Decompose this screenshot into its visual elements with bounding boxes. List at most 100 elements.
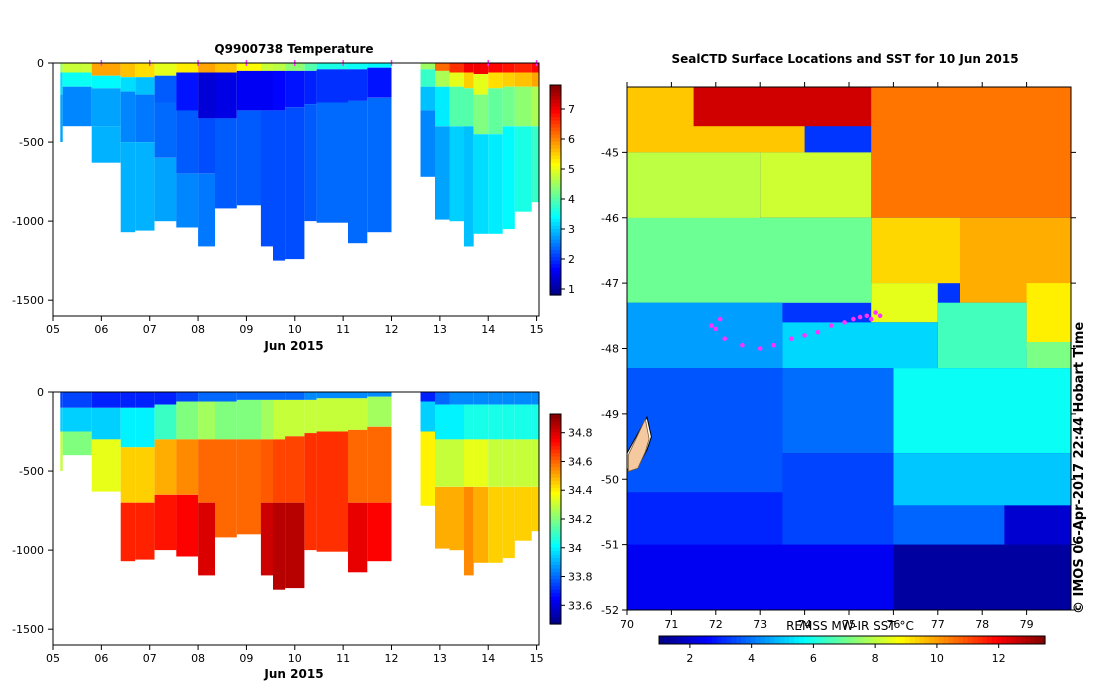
colorbar-swatch-2 — [550, 284, 561, 289]
profile-cell-16-0 — [367, 392, 392, 397]
colorbar-swatch-29 — [550, 190, 561, 195]
colorbar-swatch-19 — [550, 225, 561, 230]
sst-colorbar-swatch-32 — [813, 636, 819, 644]
sst-colorbar-swatch-49 — [895, 636, 901, 644]
profile-cell-22-1 — [488, 404, 503, 440]
colorbar-swatch-47 — [550, 456, 561, 461]
colorbar-swatch-7 — [550, 596, 561, 601]
y-tick-label--1500: -1500 — [12, 623, 44, 636]
seal-location-2 — [740, 342, 745, 348]
colorbar-swatch-18 — [550, 228, 561, 233]
sst-field — [627, 87, 1071, 610]
profile-cell-19-0 — [449, 63, 464, 73]
profile-cell-19-2 — [449, 86, 464, 127]
sst-colorbar-swatch-33 — [818, 636, 824, 644]
sst-colorbar-swatch-37 — [837, 636, 843, 644]
colorbar-swatch-40 — [550, 151, 561, 156]
colorbar-swatch-46 — [550, 130, 561, 135]
profile-cell-21-0 — [473, 63, 489, 75]
sst-colorbar-swatch-34 — [823, 636, 829, 644]
profile-cell-20-1 — [464, 72, 474, 89]
sst-colorbar-swatch-64 — [967, 636, 974, 644]
profile-cell-6-3 — [176, 173, 199, 228]
lat-tick-label--52: -52 — [601, 604, 619, 617]
temperature-panel: Q9900738 Temperature 05 06 07 08 09 10 11 12 13 1… — [12, 42, 575, 353]
colorbar-swatch-57 — [550, 92, 561, 97]
colorbar-swatch-22 — [550, 214, 561, 219]
colorbar-swatch-22 — [550, 543, 561, 548]
seal-location-13 — [868, 316, 874, 322]
profile-cell-17-2 — [420, 431, 435, 506]
profile-cell-9-2 — [236, 439, 261, 535]
x-tick-label-07: 07 — [143, 323, 157, 336]
profile-cell-25-1 — [531, 72, 539, 87]
profile-cell-13-1 — [304, 70, 317, 105]
profile-cell-23-0 — [502, 63, 515, 73]
profile-cell-18-3 — [435, 126, 450, 220]
seal-location-17 — [877, 313, 883, 319]
x-tick-label-11: 11 — [336, 652, 350, 665]
sst-colorbar-swatch-67 — [982, 636, 988, 644]
sst-colorbar-swatch-23 — [769, 636, 776, 644]
seal-location-15 — [717, 316, 723, 322]
sst-map-panel: SealCTD Surface Locations and SST for 10… — [601, 52, 1076, 665]
sst-colorbar-swatch-10 — [707, 636, 713, 644]
sst-colorbar-swatch-65 — [972, 636, 979, 644]
sst-region-23 — [893, 544, 1071, 610]
profile-cell-25-0 — [531, 392, 539, 405]
profile-cell-5-0 — [154, 392, 177, 405]
profile-cell-11-0 — [273, 392, 286, 400]
island-land — [627, 417, 650, 472]
profile-cell-15-0 — [348, 392, 368, 399]
colorbar-swatch-24 — [550, 207, 561, 212]
sst-colorbar-swatch-71 — [1001, 636, 1007, 644]
y-tick-label--500: -500 — [19, 136, 44, 149]
colorbar-swatch-45 — [550, 463, 561, 468]
colorbar-swatch-13 — [550, 246, 561, 251]
profile-cell-11-2 — [273, 110, 286, 261]
profile-cell-4-3 — [135, 142, 155, 231]
profile-cell-5-0 — [154, 63, 177, 76]
profile-cell-0-1 — [60, 407, 63, 432]
profile-cell-7-2 — [198, 118, 215, 174]
profile-cell-1-2 — [62, 86, 92, 127]
colorbar-swatch-32 — [550, 508, 561, 513]
profile-cell-7-1 — [198, 72, 215, 119]
x-tick-label-07: 07 — [143, 652, 157, 665]
sst-colorbar-swatch-57 — [934, 636, 940, 644]
profile-cell-20-2 — [464, 439, 474, 487]
x-tick-label-15: 15 — [530, 323, 544, 336]
profile-cell-6-3 — [176, 494, 199, 557]
salinity-panel: 05 06 07 08 09 10 11 12 13 14 15 0 -500 -1000 -1500 Ju… — [12, 386, 592, 681]
colorbar-swatch-25 — [550, 204, 561, 209]
profile-cell-24-3 — [514, 126, 532, 212]
seal-location-1 — [722, 336, 727, 342]
profile-cell-21-3 — [473, 134, 489, 234]
seal-location-8 — [828, 323, 834, 328]
sst-colorbar-frame — [658, 635, 1046, 645]
sst-region-15 — [627, 368, 783, 493]
colorbar-swatch-4 — [550, 606, 561, 611]
seal-location-16 — [873, 310, 878, 315]
colorbar-swatch-55 — [550, 99, 561, 104]
profile-cell-18-0 — [435, 63, 450, 71]
profile-cell-4-2 — [135, 447, 155, 503]
lon-tick-label-72: 72 — [709, 618, 723, 631]
profile-cell-2-0 — [91, 392, 121, 408]
profile-cell-11-0 — [273, 63, 286, 71]
colorbar-swatch-31 — [550, 183, 561, 188]
sst-region-1 — [693, 87, 872, 127]
lat-tick-label--50: -50 — [601, 473, 619, 486]
seal-location-12 — [864, 313, 870, 319]
colorbar-swatch-26 — [550, 529, 561, 534]
sst-colorbar-swatch-78 — [1035, 636, 1041, 644]
sst-colorbar-swatch-42 — [861, 636, 868, 644]
colorbar-swatch-5 — [550, 274, 561, 279]
colorbar-swatch-15 — [550, 239, 561, 244]
colorbar-swatch-38 — [550, 487, 561, 492]
sst-colorbar-swatch-60 — [948, 636, 954, 644]
sst-colorbar-swatch-30 — [803, 636, 810, 644]
profile-cell-4-3 — [135, 502, 155, 560]
x-tick-label-11: 11 — [336, 323, 350, 336]
profile-cell-2-2 — [91, 88, 121, 127]
